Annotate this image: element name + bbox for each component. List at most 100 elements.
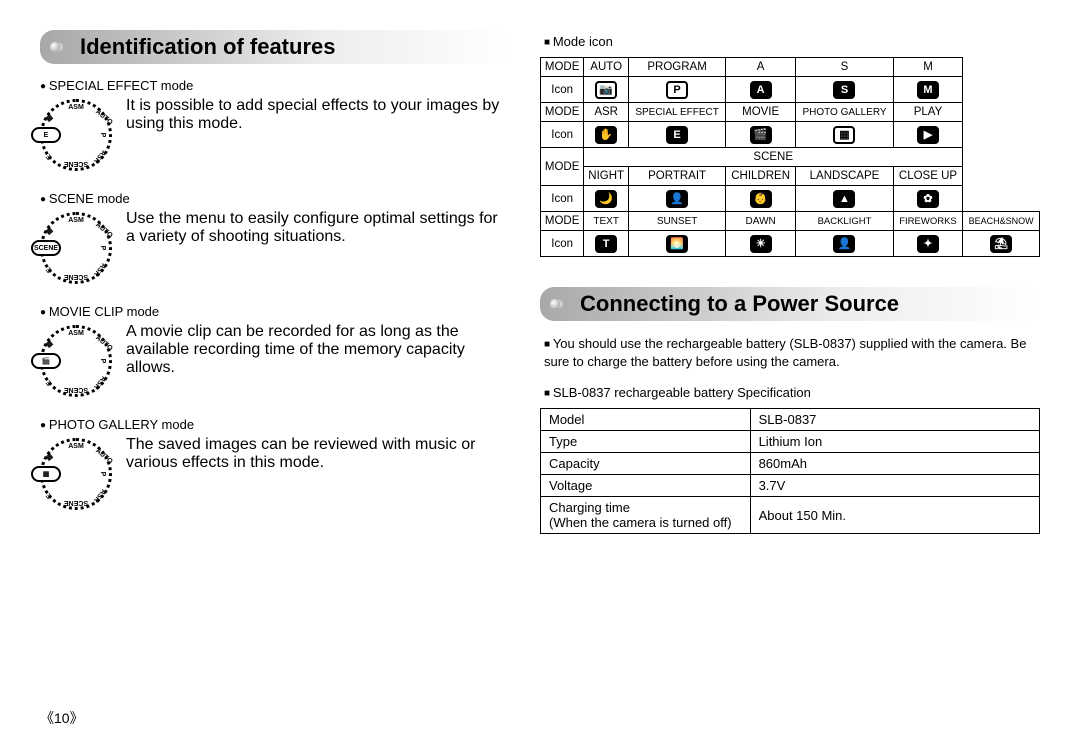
closeup-icon: ✿ [917,190,939,208]
m-mode-icon: M [917,81,939,99]
gallery-icon: ▦ [833,126,855,144]
dial-label: ▦ [44,113,54,123]
spec-value: Lithium Ion [750,431,1039,453]
scene-header: SCENE [584,148,963,167]
table-row: Voltage3.7V [541,475,1040,497]
dial-label: ASM [68,330,84,337]
table-row: NIGHT PORTRAIT CHILDREN LANDSCAPE CLOSE … [541,167,1040,186]
icon-label: Icon [541,231,584,257]
mode-title: PHOTO GALLERY mode [40,417,510,432]
dial-pointer: ▦ [31,466,61,482]
dial-label: SCENE [64,273,88,280]
icon-label: Icon [541,122,584,148]
mode-description: It is possible to add special effects to… [126,97,510,133]
table-row: Capacity860mAh [541,453,1040,475]
identification-title: Identification of features [80,34,494,60]
mode-title: SPECIAL EFFECT mode [40,78,510,93]
table-row: MODE TEXT SUNSET DAWN BACKLIGHT FIREWORK… [541,212,1040,231]
s-mode-icon: S [833,81,855,99]
table-row: Icon T 🌅 ☀ 👤 ✦ ⛱ [541,231,1040,257]
dial-label: P [99,246,106,251]
dial-label: ASR [92,375,107,391]
dial-label: ASR [92,149,107,165]
fireworks-icon: ✦ [917,235,939,253]
dial-label: AUTO [95,108,115,126]
identification-header: Identification of features [40,30,510,64]
dial-label: E [45,266,53,274]
dial-label: E [45,153,53,161]
dial-label: P [99,359,106,364]
spec-key: Model [541,409,751,431]
mode-dial: ASMAUTOPASRSCENEE🎬▦SCENE [40,212,112,284]
dial-label: SCENE [64,386,88,393]
dial-label: ▦ [44,452,54,462]
backlight-icon: 👤 [833,235,855,253]
children-icon: 👶 [750,190,772,208]
mode-description: The saved images can be reviewed with mu… [126,436,510,472]
effect-icon: E [666,126,688,144]
left-column: Identification of features SPECIAL EFFEC… [40,30,510,534]
table-row: Icon 📷 P A S M [541,77,1040,103]
spec-key: Charging time (When the camera is turned… [541,497,751,534]
spec-key: Voltage [541,475,751,497]
play-icon: ▶ [917,126,939,144]
dial-label: ASM [68,217,84,224]
beach-icon: ⛱ [990,235,1012,253]
table-row: TypeLithium Ion [541,431,1040,453]
mode-icon-label: Mode icon [544,34,1040,49]
battery-spec-table: ModelSLB-0837TypeLithium IonCapacity860m… [540,408,1040,534]
night-icon: 🌙 [595,190,617,208]
table-row: ModelSLB-0837 [541,409,1040,431]
spec-key: Type [541,431,751,453]
dial-label: P [99,133,106,138]
movie-icon: 🎬 [750,126,772,144]
dial-label: AUTO [95,334,115,352]
landscape-icon: ▲ [833,190,855,208]
dial-label: SCENE [64,499,88,506]
mode-title: SCENE mode [40,191,510,206]
mode-dial: ASMAUTOPASRSCENEE🎬▦▦ [40,438,112,510]
mode-label: MODE [541,103,584,122]
dial-pointer: E [31,127,61,143]
spec-label: SLB-0837 rechargeable battery Specificat… [544,385,1040,400]
table-row: MODE ASR SPECIAL EFFECT MOVIE PHOTO GALL… [541,103,1040,122]
asr-icon: ✋ [595,126,617,144]
text-icon: T [595,235,617,253]
mode-title: MOVIE CLIP mode [40,304,510,319]
mode-description: Use the menu to easily configure optimal… [126,210,510,246]
power-title: Connecting to a Power Source [580,291,1024,317]
auto-icon: 📷 [595,81,617,99]
dial-label: ▦ [44,339,54,349]
dial-label: E [45,379,53,387]
mode-icon-table: MODE AUTO PROGRAM A S M Icon 📷 P A S M M… [540,57,1040,257]
dial-label: SCENE [64,160,88,167]
mode-dial: ASMAUTOPASRSCENEE🎬▦E [40,99,112,171]
mode-label: MODE [541,58,584,77]
mode-dial: ASMAUTOPASRSCENEE🎬▦🎬 [40,325,112,397]
portrait-icon: 👤 [666,190,688,208]
dial-label: E [45,492,53,500]
table-row: MODE SCENE [541,148,1040,167]
power-header: Connecting to a Power Source [540,287,1040,321]
dial-label: AUTO [95,447,115,465]
table-row: Icon 🌙 👤 👶 ▲ ✿ [541,186,1040,212]
dawn-icon: ☀ [750,235,772,253]
dial-label: ASM [68,104,84,111]
a-mode-icon: A [750,81,772,99]
dial-label: P [99,472,106,477]
icon-label: Icon [541,186,584,212]
power-intro-text: You should use the rechargeable battery … [544,335,1040,371]
spec-value: 860mAh [750,453,1039,475]
table-row: Charging time (When the camera is turned… [541,497,1040,534]
dial-pointer: 🎬 [31,353,61,369]
sunset-icon: 🌅 [666,235,688,253]
dial-label: AUTO [95,221,115,239]
dial-label: ASR [92,488,107,504]
dial-label: ▦ [44,226,54,236]
spec-key: Capacity [541,453,751,475]
mode-label: MODE [541,148,584,186]
mode-description: A movie clip can be recorded for as long… [126,323,510,377]
icon-label: Icon [541,77,584,103]
dial-pointer: SCENE [31,240,61,256]
table-row: Icon ✋ E 🎬 ▦ ▶ [541,122,1040,148]
